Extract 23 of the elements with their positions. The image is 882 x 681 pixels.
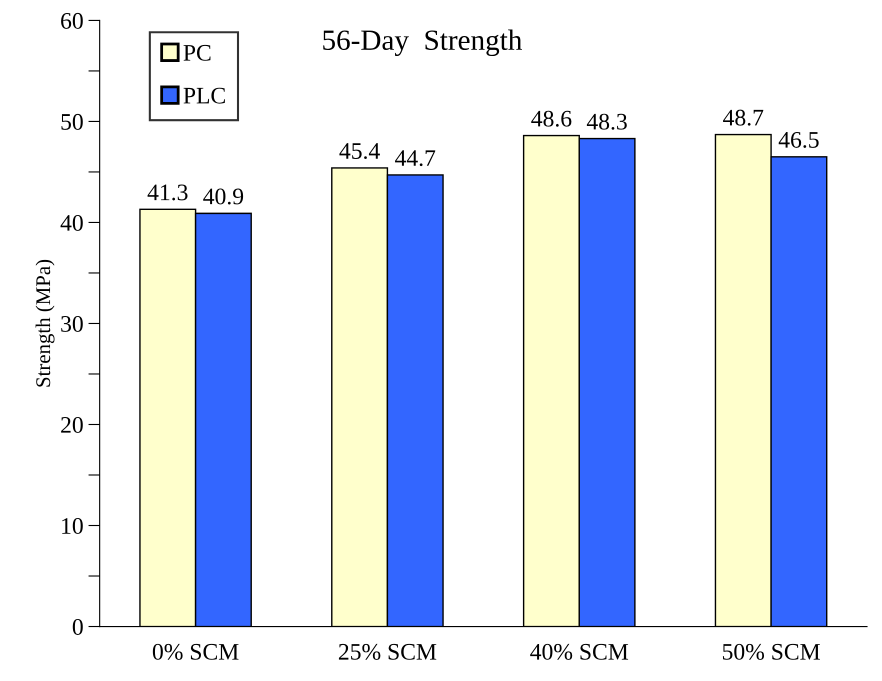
y-tick-label: 20 [61, 416, 83, 433]
x-tick-label: 0% SCM [152, 644, 239, 660]
data-label: 41.3 [148, 184, 188, 200]
data-label: 45.4 [339, 143, 380, 160]
data-label: 46.5 [778, 132, 819, 148]
x-tick-label: 40% SCM [530, 644, 628, 660]
data-label: 48.3 [586, 114, 627, 130]
legend-label: PLC [184, 88, 225, 104]
chart-title: 56-Day Strength [323, 30, 522, 56]
data-label: 48.7 [723, 110, 764, 126]
data-label: 44.7 [395, 150, 436, 166]
x-tick-label: 50% SCM [722, 644, 820, 660]
y-tick-label: 40 [60, 214, 83, 231]
data-label: 48.6 [531, 110, 572, 127]
y-axis-title: Strength (MPa) [36, 260, 55, 387]
y-tick-label: 0 [72, 619, 83, 635]
y-tick-label: 60 [61, 12, 83, 29]
data-label: 40.9 [203, 188, 244, 205]
x-tick-label: 25% SCM [338, 644, 436, 660]
y-tick-label: 30 [61, 316, 83, 332]
legend-label: PC [184, 44, 210, 61]
y-tick-label: 50 [61, 114, 83, 130]
y-tick-label: 10 [62, 518, 83, 534]
